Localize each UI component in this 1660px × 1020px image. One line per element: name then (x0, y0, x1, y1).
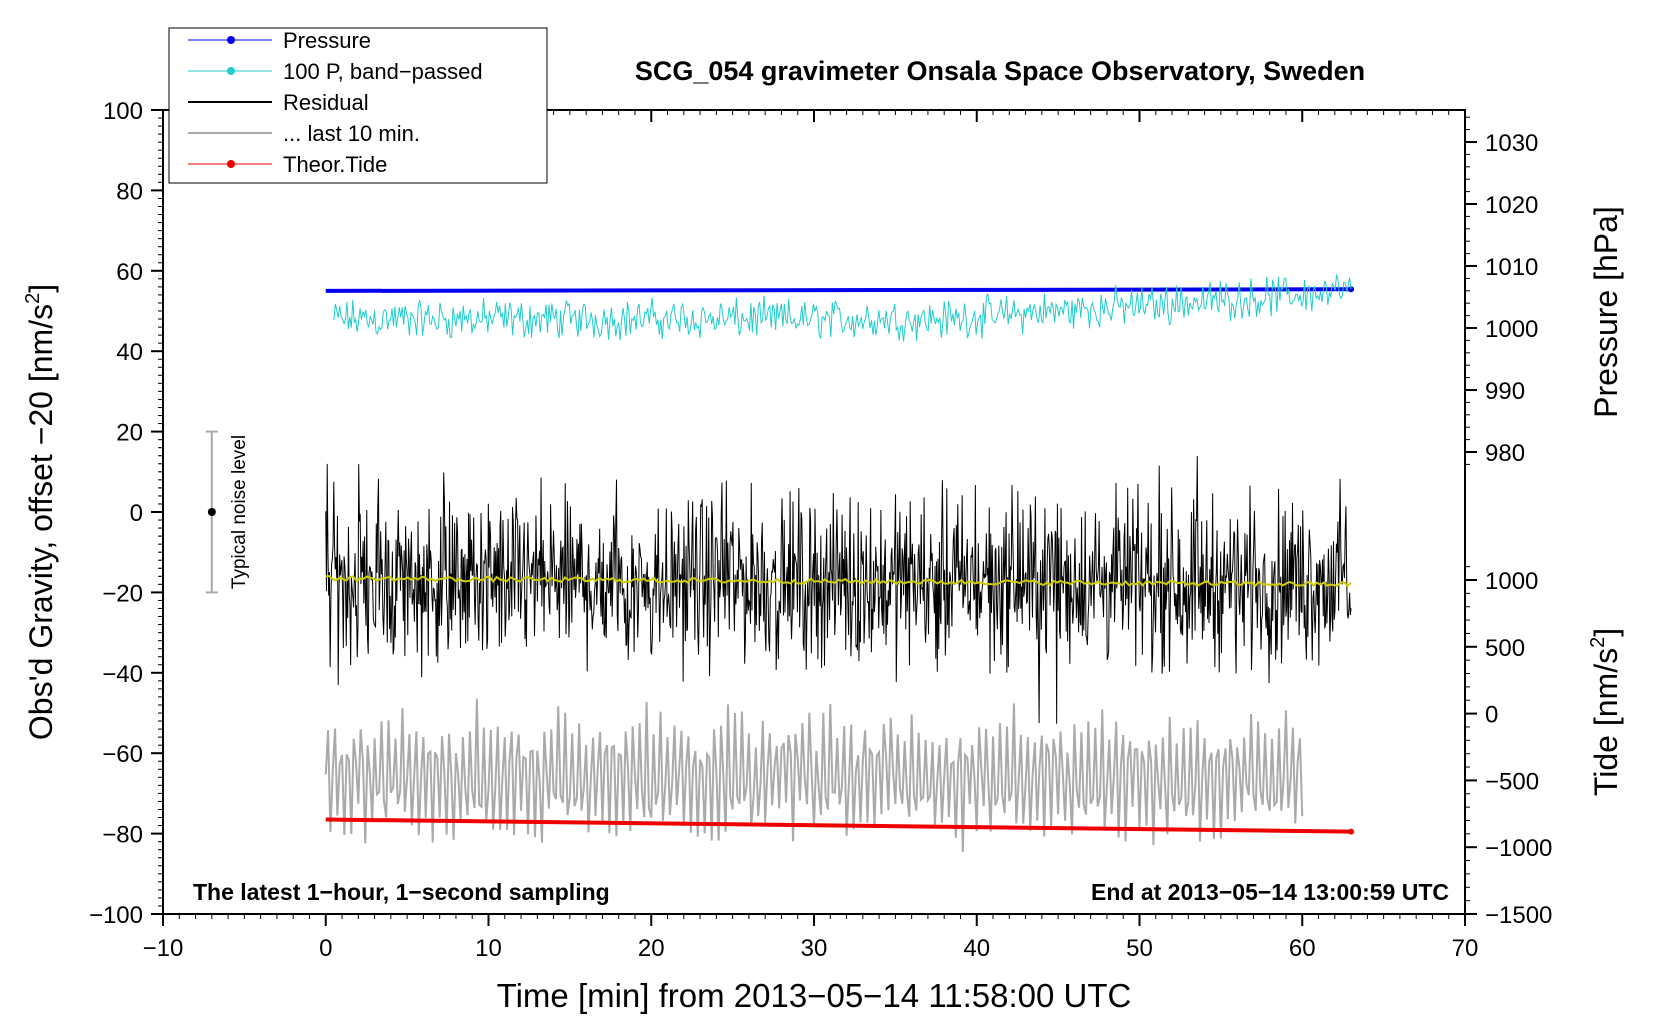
x-tick-label: 60 (1289, 935, 1316, 962)
legend-label: Pressure (283, 28, 371, 53)
x-tick-label: 0 (319, 935, 332, 962)
pressure-tick-label: 1020 (1485, 192, 1538, 219)
y-axis-ticks: 100 80 60 40 20 0 −20 −40 −60 −80 −100 (89, 98, 163, 929)
x-tick-label: 20 (638, 935, 665, 962)
noise-bar-label: Typical noise level (229, 435, 250, 589)
legend: Pressure 100 P, band−passed Residual ... la… (168, 27, 548, 184)
x-tick-label: 10 (475, 935, 502, 962)
y-tick-label: 60 (116, 259, 143, 286)
series-residual-smoothed (325, 574, 1352, 588)
y-tick-label: −60 (102, 741, 143, 768)
tide-tick-label: 0 (1485, 702, 1498, 729)
pressure-axis-ticks: 1030 1020 1010 1000 990 980 (1465, 116, 1538, 467)
x-tick-label: 30 (801, 935, 828, 962)
series-residual (325, 456, 1352, 724)
x-tick-label: 70 (1452, 935, 1479, 962)
tide-tick-label: −500 (1485, 768, 1539, 795)
legend-label: Theor.Tide (283, 152, 387, 177)
pressure-tick-label: 1030 (1485, 130, 1538, 157)
y-axis-label-tide: Tide [nm/s2] (1587, 628, 1624, 796)
y-axis-label-left-sup: 2 (22, 293, 44, 304)
series-group (324, 274, 1355, 852)
y-axis-label-left: Obs'd Gravity, offset −20 [nm/s2] (22, 284, 59, 740)
pressure-tick-label: 1010 (1485, 254, 1538, 281)
y-tick-label: 20 (116, 420, 143, 447)
series-theoretical-tide-end-marker (1348, 828, 1355, 835)
x-axis-label: Time [min] from 2013−05−14 11:58:00 UTC (497, 977, 1132, 1014)
y-axis-label-tide-sup: 2 (1587, 637, 1609, 648)
y-tick-label: −100 (89, 902, 143, 929)
noise-bar-group: Typical noise level (205, 430, 250, 594)
y-tick-label: 40 (116, 339, 143, 366)
tide-tick-label: −1500 (1485, 902, 1552, 929)
y-tick-label: −20 (102, 580, 143, 607)
series-theoretical-tide (325, 817, 1352, 834)
series-pressure-end-marker (1348, 286, 1355, 293)
annotation-end-time: End at 2013−05−14 13:00:59 UTC (1091, 879, 1449, 905)
legend-box (168, 27, 548, 184)
y-axis-label-left-suffix: ] (23, 284, 59, 293)
y-axis-label-left-prefix: Obs'd Gravity, offset −20 [nm/s (23, 304, 59, 740)
y-axis-label-tide-prefix: Tide [nm/s (1588, 648, 1624, 796)
series-pressure-bandpassed (333, 274, 1352, 342)
pressure-tick-label: 980 (1485, 440, 1525, 467)
noise-bar-center (207, 508, 216, 516)
y-tick-label: 80 (116, 178, 143, 205)
legend-entries: Pressure 100 P, band−passed Residual ... la… (188, 28, 483, 177)
y-axis-label-pressure: Pressure [hPa] (1588, 206, 1624, 418)
legend-label: 100 P, band−passed (283, 59, 483, 84)
legend-marker (227, 36, 235, 44)
x-tick-label: 50 (1126, 935, 1153, 962)
tide-axis-ticks: 1000 500 0 −500 −1000 −1500 (1465, 566, 1552, 929)
legend-marker (227, 160, 235, 168)
legend-label: ... last 10 min. (283, 121, 420, 146)
x-tick-label: −10 (143, 935, 184, 962)
tide-tick-label: 1000 (1485, 568, 1538, 595)
annotation-sampling: The latest 1−hour, 1−second sampling (193, 879, 610, 905)
x-tick-label: 40 (963, 935, 990, 962)
y-tick-label: −80 (102, 822, 143, 849)
y-tick-label: −40 (102, 661, 143, 688)
legend-label: Residual (283, 90, 369, 115)
x-axis-ticks: −10 0 10 20 30 40 50 60 70 (143, 110, 1479, 962)
pressure-tick-label: 1000 (1485, 316, 1538, 343)
y-axis-label-tide-suffix: ] (1588, 628, 1624, 637)
legend-marker (227, 67, 235, 75)
tide-tick-label: −1000 (1485, 835, 1552, 862)
pressure-tick-label: 990 (1485, 378, 1525, 405)
series-pressure (325, 287, 1352, 293)
tide-tick-label: 500 (1485, 635, 1525, 662)
chart-title: SCG_054 gravimeter Onsala Space Observat… (635, 56, 1365, 86)
y-tick-label: 0 (130, 500, 143, 527)
y-tick-label: 100 (103, 98, 143, 125)
